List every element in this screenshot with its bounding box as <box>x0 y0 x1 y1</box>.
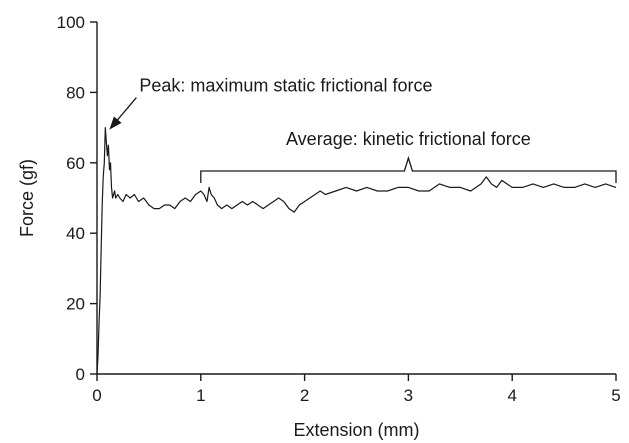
y-axis-title: Force (gf) <box>17 159 37 237</box>
x-tick-label: 5 <box>611 386 620 405</box>
x-tick-label: 2 <box>300 386 309 405</box>
average-brace <box>200 155 617 183</box>
x-tick-label: 0 <box>92 386 101 405</box>
peak-annotation-text: Peak: maximum static frictional force <box>139 76 432 96</box>
x-tick-label: 3 <box>404 386 413 405</box>
y-tick-label: 60 <box>66 154 85 173</box>
y-tick-label: 80 <box>66 83 85 102</box>
peak-annotation: Peak: maximum static frictional force <box>109 76 432 130</box>
x-tick-label: 4 <box>507 386 516 405</box>
y-axis-ticks: 0 20 40 60 80 100 <box>57 13 97 384</box>
x-axis-title: Extension (mm) <box>293 420 419 440</box>
force-series-line <box>96 126 617 375</box>
peak-arrow-line <box>113 97 137 125</box>
average-annotation: Average: kinetic frictional force <box>200 129 617 183</box>
x-tick-label: 1 <box>196 386 205 405</box>
average-annotation-text: Average: kinetic frictional force <box>286 129 531 149</box>
x-axis-ticks: 0 1 2 3 4 5 <box>92 374 621 405</box>
y-tick-label: 0 <box>76 365 85 384</box>
y-tick-label: 20 <box>66 295 85 314</box>
y-tick-label: 100 <box>57 13 85 32</box>
y-tick-label: 40 <box>66 224 85 243</box>
peak-arrow-head <box>109 116 122 130</box>
